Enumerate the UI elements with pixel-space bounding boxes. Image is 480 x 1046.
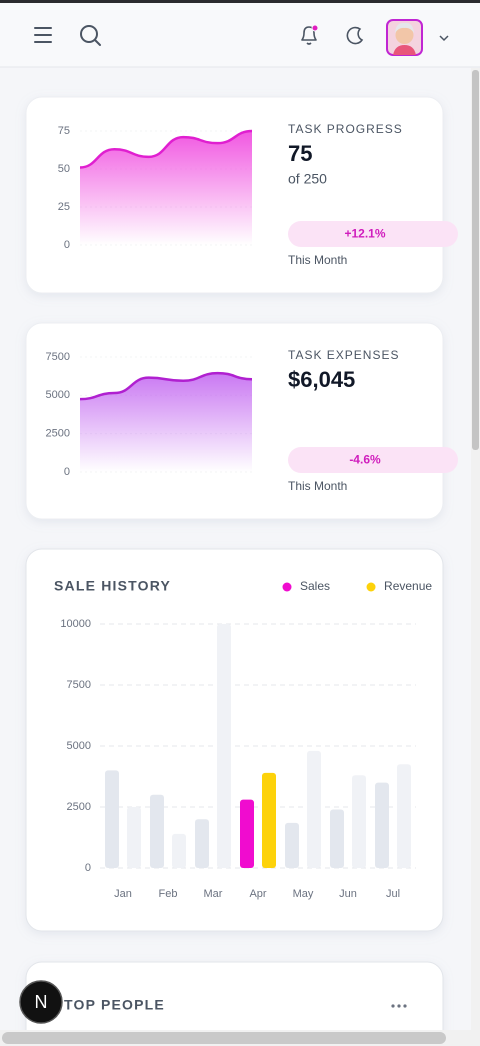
bar: [375, 782, 389, 868]
legend-swatch: [282, 582, 292, 592]
y-tick-label: 10000: [60, 618, 91, 630]
avatar[interactable]: [386, 19, 423, 56]
x-tick-label: Jan: [114, 888, 132, 900]
y-tick-label: 7500: [46, 351, 70, 363]
bar: [330, 809, 344, 868]
y-tick-label: 2500: [67, 801, 91, 813]
theme-toggle[interactable]: [346, 26, 364, 45]
menu-button[interactable]: [34, 27, 52, 43]
x-tick-label: Mar: [204, 888, 223, 900]
legend-swatch: [366, 582, 376, 592]
x-tick-label: Jul: [386, 888, 400, 900]
y-tick-label: 5000: [46, 389, 70, 401]
scrollbar-thumb[interactable]: [472, 70, 479, 450]
bar: [172, 833, 186, 868]
line: [79, 371, 253, 401]
people-card: [25, 961, 444, 1046]
y-tick-label: 50: [58, 163, 70, 175]
area: [80, 131, 252, 245]
x-tick-label: May: [293, 888, 314, 900]
legend-label: Sales: [300, 579, 330, 593]
bar: [195, 819, 209, 868]
h-scrollbar-thumb[interactable]: [2, 1032, 446, 1044]
card-value: 75: [288, 141, 312, 166]
more-button[interactable]: [391, 1004, 407, 1008]
bar: [127, 807, 141, 868]
y-tick-label: 0: [64, 239, 70, 251]
bar: [240, 799, 254, 868]
area: [80, 373, 252, 472]
change-text: +12.1%: [344, 227, 385, 241]
y-tick-label: 2500: [46, 428, 70, 440]
change-badge: [288, 447, 458, 473]
bar-chart: 0 2500 5000 7500 10000 Sales Revenue Jan Feb Mar A…: [60, 579, 432, 900]
account-chevron[interactable]: [439, 35, 449, 42]
y-tick-label: 0: [64, 466, 70, 478]
card-value: $6,045: [288, 367, 355, 392]
bar: [217, 624, 231, 868]
card-title: TASK EXPENSES: [288, 348, 399, 362]
card-title: TASK PROGRESS: [288, 122, 403, 136]
line: [79, 129, 253, 169]
bar: [352, 775, 366, 868]
bar: [150, 794, 164, 868]
x-tick-label: Feb: [159, 888, 178, 900]
y-tick-label: 25: [58, 201, 70, 213]
scrollbar-track: [471, 68, 480, 1046]
top-strip: [0, 0, 480, 3]
y-tick-label: 75: [58, 125, 70, 137]
y-tick-label: 5000: [67, 740, 91, 752]
bar: [285, 822, 299, 868]
people-title: TOP PEOPLE: [64, 997, 165, 1013]
y-tick-label: 7500: [67, 679, 91, 691]
bar: [262, 772, 276, 868]
x-tick-label: Apr: [249, 888, 266, 900]
y-tick-label: 0: [85, 862, 91, 874]
chart-title: SALE HISTORY: [54, 578, 171, 594]
card-period: This Month: [288, 479, 347, 493]
dev-badge[interactable]: N: [19, 980, 63, 1024]
card-subvalue: of 250: [288, 171, 327, 187]
change-text: -4.6%: [349, 453, 381, 467]
x-tick-label: Jun: [339, 888, 357, 900]
bar: [397, 764, 411, 868]
bar: [105, 770, 119, 868]
dev-badge-text: N: [35, 992, 48, 1012]
notification-button[interactable]: [301, 24, 319, 45]
search-button[interactable]: [80, 25, 101, 46]
bar: [307, 750, 321, 868]
legend-label: Revenue: [384, 579, 432, 593]
card-period: This Month: [288, 253, 347, 267]
change-badge: [288, 221, 458, 247]
